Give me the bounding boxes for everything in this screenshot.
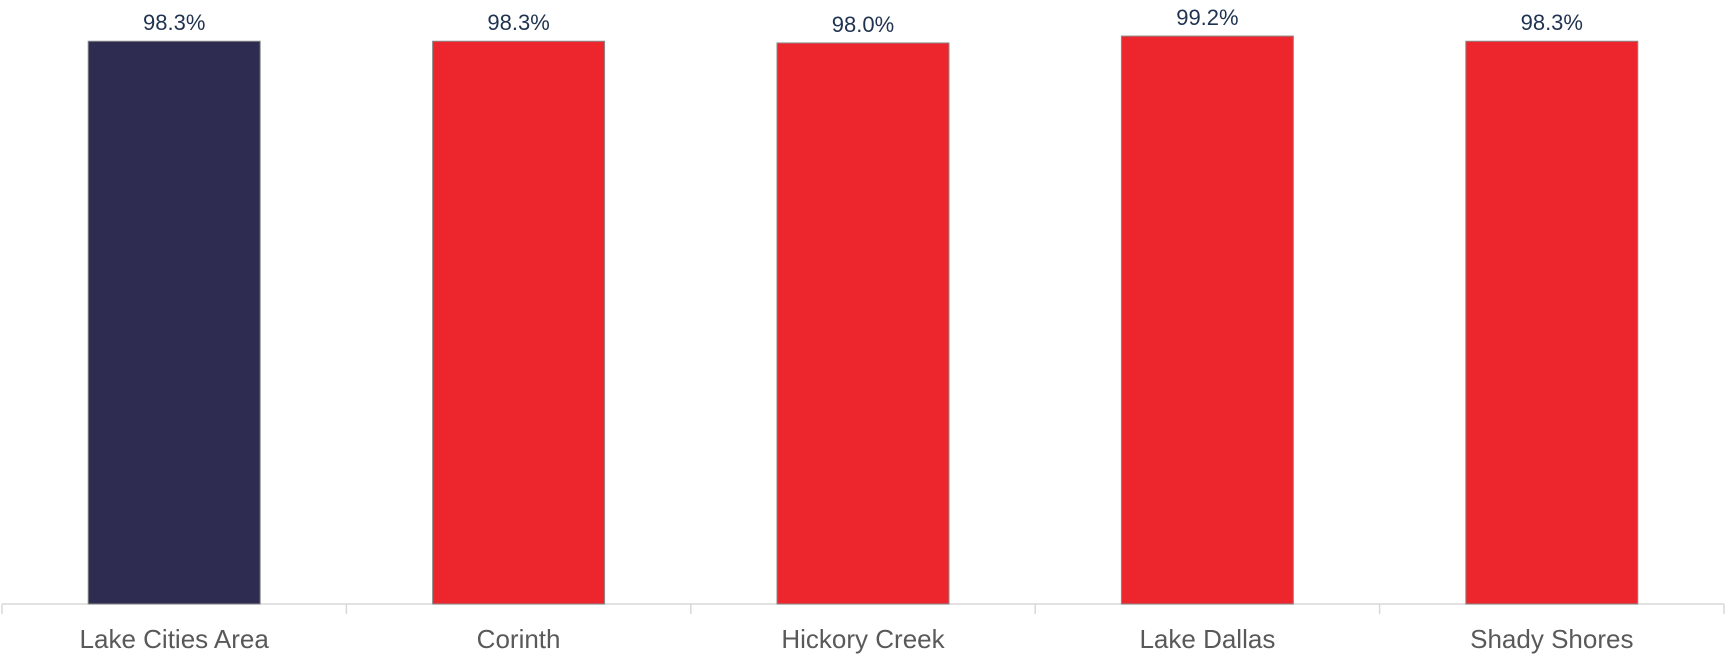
- bar-0: [87, 40, 261, 605]
- category-label: Corinth: [477, 624, 561, 654]
- data-label: 98.3%: [1521, 10, 1583, 35]
- axis-layer: [1, 603, 1725, 614]
- category-label: Lake Dallas: [1139, 624, 1275, 654]
- data-label: 98.3%: [487, 10, 549, 35]
- category-labels-layer: Lake Cities Area Corinth Hickory Creek Lake…: [80, 624, 1634, 654]
- category-label: Lake Cities Area: [80, 624, 270, 654]
- bar-3: [1120, 35, 1294, 605]
- category-label: Shady Shores: [1470, 624, 1633, 654]
- bars-layer: [87, 35, 1639, 605]
- data-labels-layer: 98.3% 98.3% 98.0% 99.2% 98.3%: [143, 5, 1583, 37]
- category-label: Hickory Creek: [781, 624, 945, 654]
- bar-2: [776, 42, 950, 605]
- data-label: 98.3%: [143, 10, 205, 35]
- bar-1: [432, 40, 606, 605]
- bar-4: [1465, 40, 1639, 605]
- data-label: 98.0%: [832, 12, 894, 37]
- data-label: 99.2%: [1176, 5, 1238, 30]
